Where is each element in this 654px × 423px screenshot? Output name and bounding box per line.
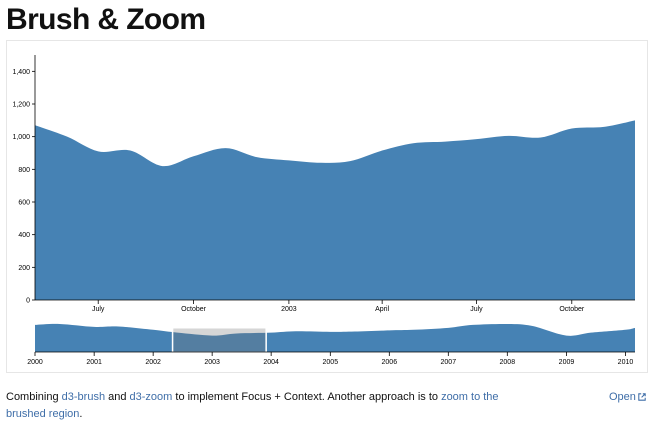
brush-selection[interactable] xyxy=(172,327,267,353)
y-tick-label: 200 xyxy=(18,265,30,272)
context-x-tick-label: 2006 xyxy=(382,359,398,366)
x-tick-label: July xyxy=(470,306,483,313)
x-tick-label: July xyxy=(92,306,105,313)
y-tick-label: 400 xyxy=(18,232,30,239)
context-x-tick-label: 2002 xyxy=(145,359,161,366)
context-x-tick-label: 2004 xyxy=(263,359,279,366)
d3-brush-link[interactable]: d3-brush xyxy=(61,391,106,403)
caption-middle: to implement Focus + Context. Another ap… xyxy=(172,391,442,403)
context-chart: 2000 2001 2002 2003 2004 2005 2006 2007 2008 2009… xyxy=(27,323,635,366)
context-x-tick-label: 2005 xyxy=(323,359,339,366)
brush-zoom-chart[interactable]: 0 200 400 600 800 1,000 1,200 1,400 July October 2… xyxy=(0,0,654,375)
open-link[interactable]: Open xyxy=(609,389,646,406)
y-tick-label: 800 xyxy=(18,167,30,174)
open-link-label: Open xyxy=(609,391,636,403)
y-tick-label: 0 xyxy=(26,298,30,305)
context-x-tick-label: 2001 xyxy=(86,359,102,366)
context-x-tick-label: 2007 xyxy=(441,359,457,366)
caption-prefix: Combining xyxy=(6,391,62,403)
caption-suffix: . xyxy=(79,408,83,420)
focus-chart: 0 200 400 600 800 1,000 1,200 1,400 July October 2… xyxy=(12,55,635,313)
focus-area xyxy=(35,120,635,300)
context-x-tick-label: 2000 xyxy=(27,359,43,366)
context-x-tick-label: 2003 xyxy=(204,359,220,366)
y-tick-label: 1,000 xyxy=(12,134,30,141)
x-tick-label: October xyxy=(181,306,207,313)
context-area xyxy=(35,323,635,352)
d3-zoom-link[interactable]: d3-zoom xyxy=(129,391,173,403)
caption: Combining d3-brush and d3-zoom to implem… xyxy=(6,389,506,423)
x-tick-label: October xyxy=(559,306,585,313)
y-tick-label: 600 xyxy=(18,200,30,207)
caption-and: and xyxy=(105,391,130,403)
y-tick-label: 1,200 xyxy=(12,102,30,109)
x-tick-label: 2003 xyxy=(281,306,297,313)
context-x-tick-label: 2008 xyxy=(500,359,516,366)
external-link-icon xyxy=(638,393,646,401)
zoom-to-brushed-region-link[interactable]: zoom to the brushed region xyxy=(6,391,499,420)
context-x-tick-label: 2009 xyxy=(559,359,575,366)
x-tick-label: April xyxy=(375,306,389,313)
context-x-tick-label: 2010 xyxy=(618,359,634,366)
y-tick-label: 1,400 xyxy=(12,69,30,76)
page-title: Brush & Zoom xyxy=(6,3,206,36)
